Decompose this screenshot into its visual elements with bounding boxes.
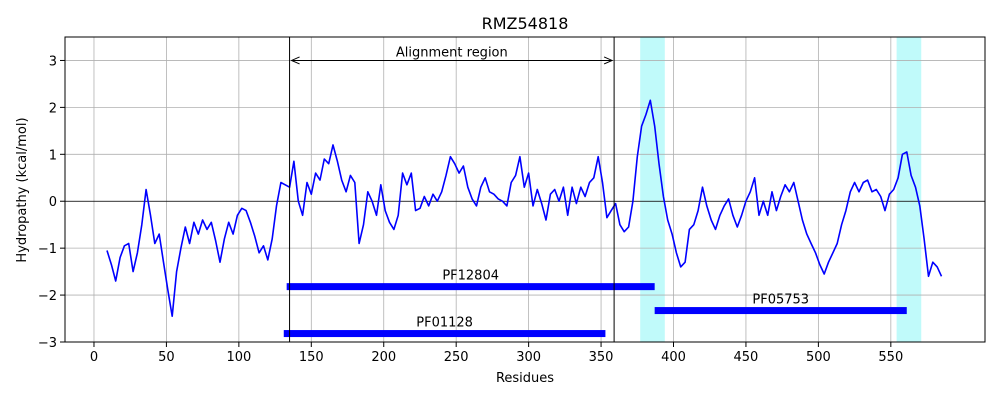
x-tick-label: 100: [226, 350, 251, 365]
x-tick-label: 0: [90, 350, 98, 365]
x-tick-label: 150: [299, 350, 324, 365]
chart-title: RMZ54818: [482, 14, 569, 33]
y-tick-label: −2: [38, 289, 57, 304]
domain-bar: [283, 330, 606, 338]
x-tick-label: 200: [371, 350, 396, 365]
shaded-region: [896, 37, 922, 342]
x-tick-label: 450: [734, 350, 759, 365]
y-axis-label: Hydropathy (kcal/mol): [15, 117, 30, 262]
domain-label: PF12804: [442, 269, 499, 284]
x-tick-label: 350: [589, 350, 614, 365]
y-tick-label: −1: [38, 242, 57, 257]
alignment-arrowhead-left: [290, 56, 300, 65]
y-tick-label: 3: [49, 54, 57, 69]
x-tick-label: 300: [516, 350, 541, 365]
y-tick-label: −3: [38, 336, 57, 351]
x-tick-label: 250: [444, 350, 469, 365]
domain-label: PF01128: [416, 316, 473, 331]
y-tick-label: 0: [49, 195, 57, 210]
shaded-regions: [640, 37, 922, 342]
domain-bar: [654, 307, 907, 315]
domain-label: PF05753: [752, 293, 809, 308]
axis-ticks: 0 50 100 150 200 250 300 350 400 450 500 550 −3 −2 −1 0…: [38, 54, 903, 365]
x-tick-label: 50: [158, 350, 175, 365]
series-lines: [106, 99, 943, 318]
x-tick-label: 500: [806, 350, 831, 365]
x-tick-label: 550: [878, 350, 903, 365]
alignment-arrowhead-right: [603, 56, 614, 65]
plot-frame: [64, 36, 986, 343]
x-tick-label: 400: [661, 350, 686, 365]
shaded-region: [640, 37, 665, 342]
y-tick-label: 1: [49, 148, 57, 163]
x-axis-label: Residues: [496, 371, 554, 386]
alignment-label: Alignment region: [396, 45, 508, 60]
hydropathy-line: [106, 99, 943, 318]
y-tick-label: 2: [49, 101, 57, 116]
domain-bar: [286, 283, 655, 291]
annotations: Alignment region: [289, 37, 615, 342]
domain-bars: PF12804 PF05753 PF01128: [283, 269, 907, 338]
